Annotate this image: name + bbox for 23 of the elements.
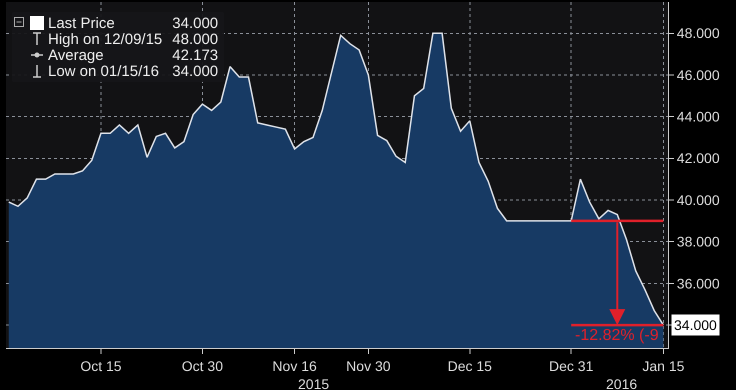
y-tick-label: 42.000 [676,150,720,166]
x-tick-label: Oct 30 [182,358,224,374]
x-tick-label: Jan 15 [642,358,685,374]
y-tick-label: 40.000 [676,192,720,208]
x-tick-label: Dec 15 [448,358,492,374]
x-tick-label: Dec 31 [549,358,594,374]
text: Average 42.173 [48,46,218,64]
y-tick-label: 48.000 [676,25,720,42]
x-tick-label: Oct 15 [80,358,122,374]
x-tick-label: Nov 16 [272,358,317,374]
y-tick-label: 46.000 [676,66,720,83]
annotation: Low on 01/15/16 34.000 [48,62,218,80]
text: 2016 [606,376,638,390]
annotation: 34.000 [172,14,218,32]
y-tick-label: 38.000 [676,234,720,250]
y-tick-label: 44.000 [676,108,720,125]
annotation: 34.000 [674,317,718,333]
x-tick-label: Nov 30 [346,358,391,374]
text: Last Price [48,14,116,32]
annotation: High on 12/09/15 48.000 [48,30,218,48]
annotation: -12.82% (-9 [575,327,659,344]
text: 2015 [298,376,330,390]
y-tick-label: 36.000 [676,275,720,292]
